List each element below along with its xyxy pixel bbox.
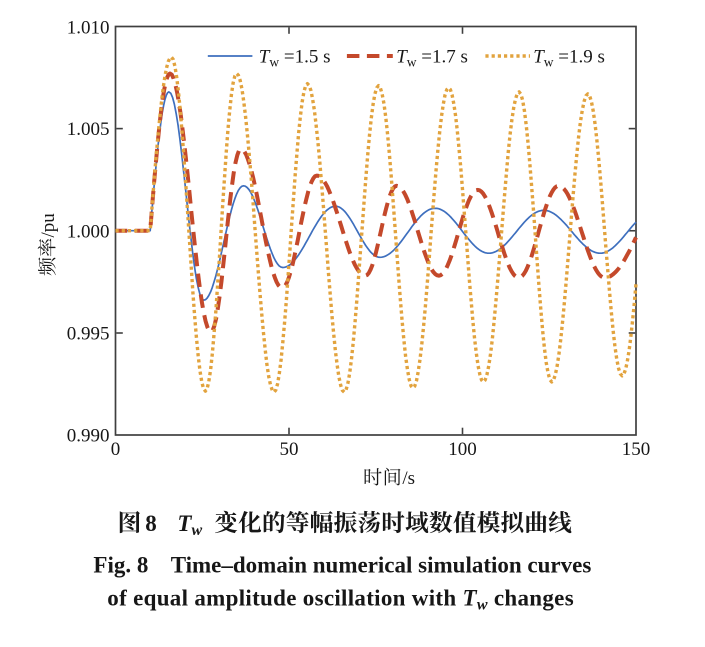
svg-text:1.000: 1.000: [67, 221, 110, 242]
svg-text:1.005: 1.005: [67, 119, 110, 140]
svg-text:Tw: Tw: [177, 511, 202, 539]
svg-text:Tw =1.7 s: Tw =1.7 s: [396, 47, 468, 70]
svg-text:of equal amplitude oscillation: of equal amplitude oscillation with Tw c…: [107, 586, 574, 614]
svg-text:1.010: 1.010: [67, 18, 110, 39]
svg-text:/pu: /pu: [38, 213, 59, 238]
svg-text:Tw =1.9 s: Tw =1.9 s: [533, 47, 605, 70]
svg-text:0.995: 0.995: [67, 324, 110, 345]
svg-text:8: 8: [145, 511, 157, 536]
svg-text:/s: /s: [402, 468, 415, 489]
svg-text:50: 50: [280, 439, 299, 460]
svg-text:Time–domain numerical simulati: Time–domain numerical simulation curves: [171, 553, 592, 578]
svg-text:Tw =1.5 s: Tw =1.5 s: [259, 47, 331, 70]
svg-text:150: 150: [622, 439, 651, 460]
svg-text:100: 100: [448, 439, 477, 460]
svg-text:Fig. 8: Fig. 8: [93, 553, 148, 578]
svg-text:0: 0: [111, 439, 121, 460]
svg-text:0.990: 0.990: [67, 426, 110, 447]
